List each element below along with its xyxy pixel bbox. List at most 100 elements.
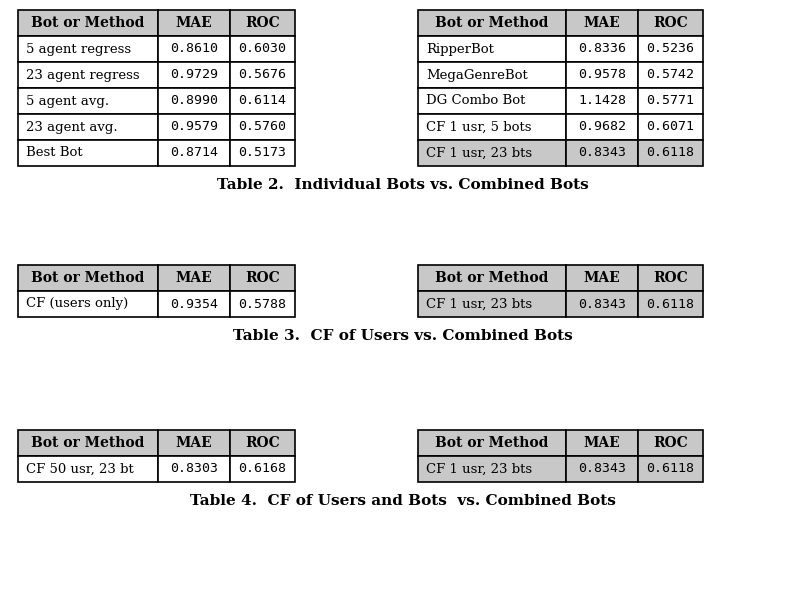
Text: Bot or Method: Bot or Method <box>435 16 549 30</box>
Bar <box>638 456 703 482</box>
Bar <box>230 430 295 456</box>
Text: 0.5788: 0.5788 <box>239 298 286 311</box>
Text: 0.9578: 0.9578 <box>578 69 626 82</box>
Text: Table 3.  CF of Users vs. Combined Bots: Table 3. CF of Users vs. Combined Bots <box>233 329 573 343</box>
Text: ROC: ROC <box>653 271 688 285</box>
Bar <box>566 140 638 166</box>
Bar <box>638 430 703 456</box>
Text: 0.8610: 0.8610 <box>170 42 218 55</box>
Text: 0.9579: 0.9579 <box>170 120 218 133</box>
Bar <box>18 265 158 291</box>
Text: Bot or Method: Bot or Method <box>435 271 549 285</box>
Bar <box>418 36 566 62</box>
Bar <box>158 265 230 291</box>
Bar <box>230 36 295 62</box>
Text: CF (users only): CF (users only) <box>26 298 128 311</box>
Bar <box>566 265 638 291</box>
Bar <box>230 10 295 36</box>
Bar <box>18 456 158 482</box>
Bar <box>158 62 230 88</box>
Text: 0.6118: 0.6118 <box>646 147 695 160</box>
Text: 0.6071: 0.6071 <box>646 120 695 133</box>
Text: 0.5676: 0.5676 <box>239 69 286 82</box>
Bar <box>418 140 566 166</box>
Text: 0.5236: 0.5236 <box>646 42 695 55</box>
Text: 0.6030: 0.6030 <box>239 42 286 55</box>
Bar <box>418 10 566 36</box>
Bar <box>158 430 230 456</box>
Bar <box>230 62 295 88</box>
Text: 0.6168: 0.6168 <box>239 462 286 475</box>
Text: MAE: MAE <box>584 436 621 450</box>
Bar <box>638 291 703 317</box>
Text: 0.5760: 0.5760 <box>239 120 286 133</box>
Text: 0.8336: 0.8336 <box>578 42 626 55</box>
Bar <box>158 114 230 140</box>
Bar <box>566 10 638 36</box>
Text: Bot or Method: Bot or Method <box>435 436 549 450</box>
Bar <box>230 456 295 482</box>
Text: 0.5173: 0.5173 <box>239 147 286 160</box>
Bar <box>566 36 638 62</box>
Bar <box>566 291 638 317</box>
Bar <box>18 88 158 114</box>
Text: 0.8343: 0.8343 <box>578 298 626 311</box>
Text: MAE: MAE <box>176 436 212 450</box>
Text: MAE: MAE <box>584 271 621 285</box>
Text: RipperBot: RipperBot <box>426 42 494 55</box>
Bar <box>418 62 566 88</box>
Bar <box>158 140 230 166</box>
Text: Best Bot: Best Bot <box>26 147 83 160</box>
Text: CF 1 usr, 23 bts: CF 1 usr, 23 bts <box>426 462 532 475</box>
Text: 1.1428: 1.1428 <box>578 95 626 107</box>
Text: MegaGenreBot: MegaGenreBot <box>426 69 528 82</box>
Text: MAE: MAE <box>176 16 212 30</box>
Bar <box>566 456 638 482</box>
Text: ROC: ROC <box>245 271 280 285</box>
Text: 5 agent avg.: 5 agent avg. <box>26 95 109 107</box>
Bar <box>638 265 703 291</box>
Bar <box>18 10 158 36</box>
Bar <box>418 456 566 482</box>
Bar <box>158 291 230 317</box>
Bar <box>638 36 703 62</box>
Bar <box>18 36 158 62</box>
Text: 0.6118: 0.6118 <box>646 462 695 475</box>
Bar <box>18 291 158 317</box>
Bar <box>18 140 158 166</box>
Text: Table 2.  Individual Bots vs. Combined Bots: Table 2. Individual Bots vs. Combined Bo… <box>217 178 589 192</box>
Bar <box>18 430 158 456</box>
Bar <box>638 114 703 140</box>
Bar <box>418 114 566 140</box>
Bar <box>638 140 703 166</box>
Text: CF 1 usr, 23 bts: CF 1 usr, 23 bts <box>426 147 532 160</box>
Bar <box>566 62 638 88</box>
Bar <box>230 265 295 291</box>
Text: Table 4.  CF of Users and Bots  vs. Combined Bots: Table 4. CF of Users and Bots vs. Combin… <box>190 494 616 508</box>
Bar <box>18 114 158 140</box>
Text: ROC: ROC <box>653 436 688 450</box>
Text: 0.9729: 0.9729 <box>170 69 218 82</box>
Bar <box>158 10 230 36</box>
Text: 0.5742: 0.5742 <box>646 69 695 82</box>
Text: MAE: MAE <box>584 16 621 30</box>
Bar <box>566 114 638 140</box>
Text: 23 agent avg.: 23 agent avg. <box>26 120 118 133</box>
Bar <box>230 88 295 114</box>
Text: 0.8714: 0.8714 <box>170 147 218 160</box>
Bar <box>638 62 703 88</box>
Text: ROC: ROC <box>245 16 280 30</box>
Text: 0.5771: 0.5771 <box>646 95 695 107</box>
Text: 23 agent regress: 23 agent regress <box>26 69 139 82</box>
Bar <box>230 291 295 317</box>
Bar <box>158 36 230 62</box>
Text: Bot or Method: Bot or Method <box>31 271 145 285</box>
Text: 5 agent regress: 5 agent regress <box>26 42 131 55</box>
Bar <box>418 291 566 317</box>
Bar <box>418 265 566 291</box>
Bar <box>230 140 295 166</box>
Bar <box>638 10 703 36</box>
Text: ROC: ROC <box>653 16 688 30</box>
Text: DG Combo Bot: DG Combo Bot <box>426 95 526 107</box>
Bar <box>638 88 703 114</box>
